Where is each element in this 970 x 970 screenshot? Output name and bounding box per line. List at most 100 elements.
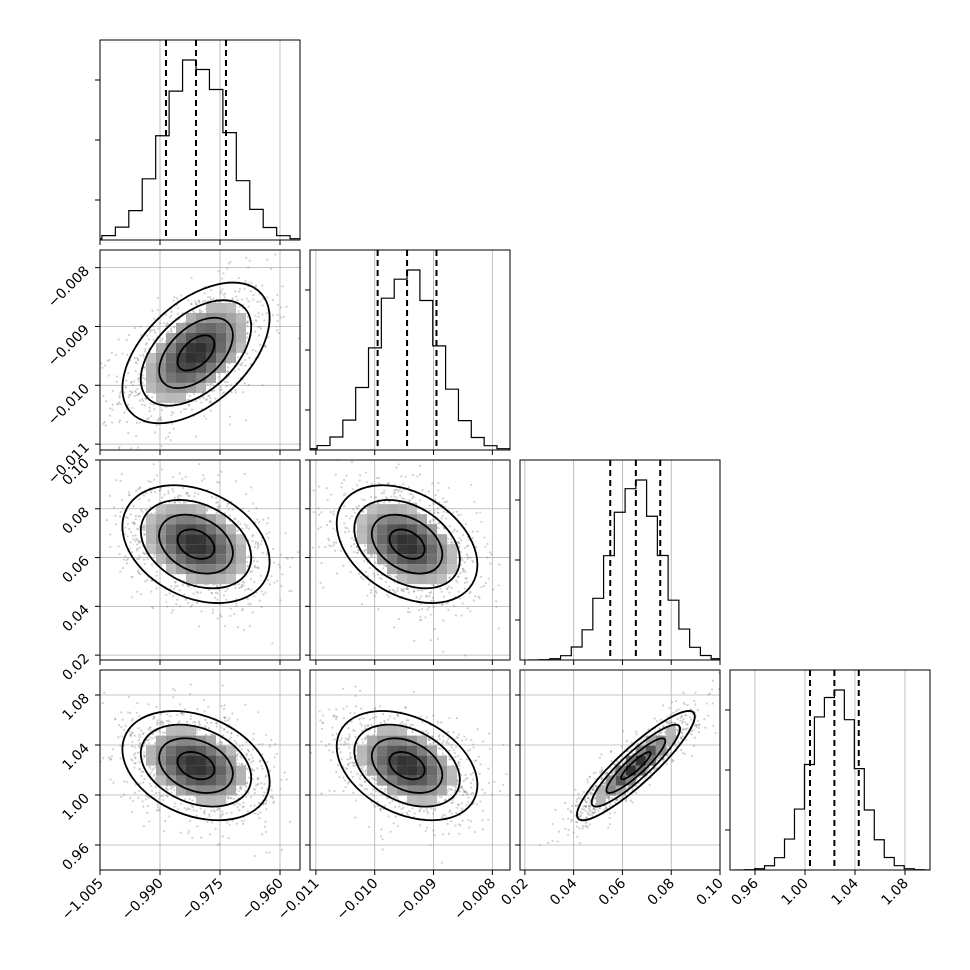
density-cell	[226, 524, 236, 535]
x-tick-label-2-3: 0.08	[645, 876, 678, 909]
density-cell	[397, 745, 408, 756]
density-cell	[397, 534, 408, 545]
density-cell	[397, 554, 408, 565]
contour-level-3	[121, 484, 271, 604]
density-cell	[206, 544, 216, 555]
density-cell	[377, 725, 388, 736]
density-cell	[216, 564, 226, 575]
density-cell	[206, 524, 216, 535]
density-cell	[387, 524, 398, 535]
density-cell	[216, 745, 226, 756]
panel-frame	[309, 669, 511, 871]
density-cell	[387, 735, 398, 746]
density-cell	[176, 785, 186, 796]
y-tick-label-3-2: 1.04	[59, 740, 92, 773]
density-cell	[417, 534, 428, 545]
density-cell	[186, 372, 196, 383]
density-cell	[166, 342, 176, 353]
density-cell	[357, 534, 368, 545]
density-cell	[196, 534, 206, 545]
density-cell	[176, 745, 186, 756]
density-cell	[186, 755, 196, 766]
density-cell	[427, 745, 438, 756]
density-cell	[196, 352, 206, 363]
contour-level-1	[605, 737, 667, 794]
density-cell	[186, 735, 196, 746]
density-cell	[196, 564, 206, 575]
density-cell	[156, 544, 166, 555]
density-cell	[377, 745, 388, 756]
density-cell	[447, 775, 458, 786]
density-cell	[166, 534, 176, 545]
density-cell	[216, 342, 226, 353]
contour-level-1	[158, 737, 234, 794]
density-cell	[196, 514, 206, 525]
density-cell	[437, 785, 448, 796]
density-cell	[146, 382, 156, 393]
scatter-panel-3-2	[515, 669, 721, 875]
density-cell	[407, 795, 418, 806]
density-cell	[635, 755, 646, 766]
density-cell	[196, 312, 206, 323]
density-cell	[166, 372, 176, 383]
density-cell	[186, 745, 196, 756]
density-cell	[417, 564, 428, 575]
density-cell	[206, 745, 216, 756]
x-tick-label-2-0: 0.02	[498, 876, 531, 909]
contour-level-3	[121, 281, 271, 425]
density-cell	[166, 524, 176, 535]
density-cell	[447, 554, 458, 565]
density-cell	[397, 755, 408, 766]
density-cell	[156, 362, 166, 373]
density-cell	[156, 392, 166, 403]
density-cell	[665, 725, 676, 736]
density-cell	[367, 544, 378, 555]
density-cell	[615, 785, 626, 796]
density-cell	[236, 544, 246, 555]
density-cell	[156, 765, 166, 776]
contour-level-1	[158, 513, 234, 575]
density-cell	[186, 574, 196, 585]
x-tick-label-2-1: 0.04	[547, 875, 580, 908]
density-cell	[146, 745, 156, 756]
density-cell	[206, 352, 216, 363]
density-cell	[156, 534, 166, 545]
density-cell	[216, 362, 226, 373]
density-cell	[206, 322, 216, 333]
density-cell	[397, 775, 408, 786]
density-cell	[427, 755, 438, 766]
density-cell	[216, 322, 226, 333]
density-cell	[447, 765, 458, 776]
panel-frame	[309, 249, 511, 451]
contour-level-2	[139, 499, 253, 590]
density-cell	[357, 745, 368, 756]
scatter-panel-3-1	[305, 669, 511, 875]
density-cell	[146, 362, 156, 373]
density-cell	[407, 775, 418, 786]
y-tick-label-3-1: 1.00	[59, 791, 92, 824]
density-cell	[196, 524, 206, 535]
density-cell	[186, 534, 196, 545]
contour-level-3	[121, 710, 271, 822]
density-cell	[397, 785, 408, 796]
density-cell	[176, 514, 186, 525]
density-cell	[645, 755, 656, 766]
density-cell	[635, 765, 646, 776]
density-cell	[196, 574, 206, 585]
density-cell	[387, 765, 398, 776]
density-cell	[377, 504, 388, 515]
density-cell	[216, 534, 226, 545]
contour-level-3	[335, 710, 479, 822]
density-cell	[397, 504, 408, 515]
density-cell	[427, 544, 438, 555]
scatter-panel-1-0	[95, 249, 301, 455]
density-cell	[407, 524, 418, 535]
density-cell	[357, 755, 368, 766]
y-tick-label-3-3: 1.08	[59, 691, 92, 724]
density-cell	[166, 504, 176, 515]
density-cell	[437, 755, 448, 766]
x-tick-label-0-0: −1.005	[59, 876, 107, 924]
contour-level-2	[139, 299, 253, 407]
density-cell	[407, 504, 418, 515]
density-cell	[196, 765, 206, 776]
